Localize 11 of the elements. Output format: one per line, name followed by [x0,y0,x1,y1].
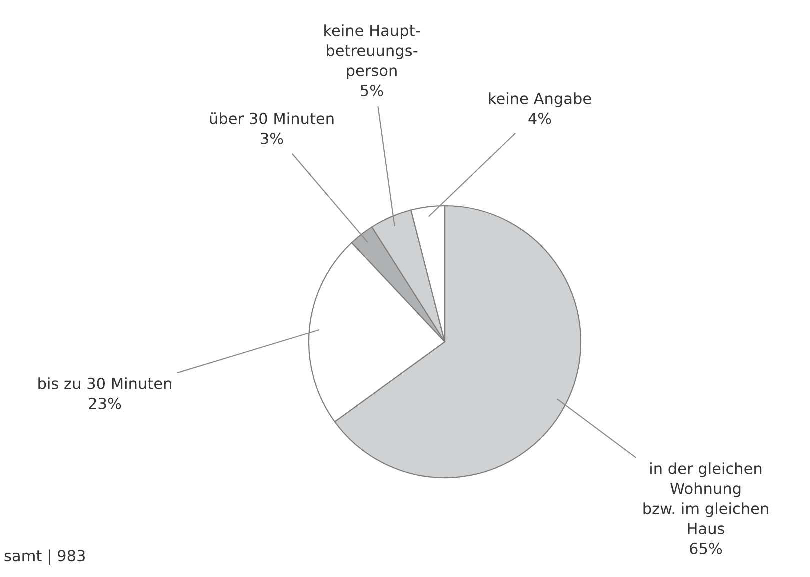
data-label: 5% [361,84,384,96]
slice-label: keine Haupt- betreuungs- person [324,24,420,80]
slice-label: bis zu 30 Minuten [38,378,172,390]
text: samt | 983 [4,550,85,565]
data-label: 4% [528,112,552,124]
data-label: 23% [89,398,122,410]
slice-label: über 30 Minuten [210,112,334,124]
data-label: 65% [690,542,722,554]
slice-label: keine Angabe [489,92,592,108]
data-label: 3% [261,132,284,144]
slice-label: in der gleichen Wohnung bzw. im gleichen Haus [644,462,768,534]
